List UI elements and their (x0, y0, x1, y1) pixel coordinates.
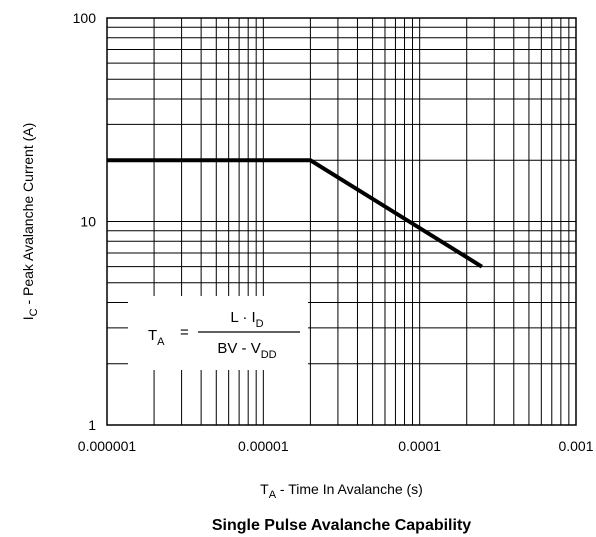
x-tick-label: 0.000001 (78, 438, 137, 454)
formula-num-sub: D (256, 318, 264, 330)
series-line (107, 160, 482, 266)
chart-title: Single Pulse Avalanche Capability (212, 517, 471, 534)
x-tick-labels: 0.000001 0.00001 0.0001 0.001 (78, 438, 594, 454)
formula-lhs-main: T (148, 327, 157, 344)
formula-den-main: BV - V (217, 340, 260, 357)
x-axis-label: TA - Time In Avalanche (s) (260, 481, 423, 501)
y-axis-label: IC - Peak Avalanche Current (A) (20, 123, 40, 321)
x-tick-label: 0.00001 (238, 438, 289, 454)
y-axis-label-rest: - Peak Avalanche Current (A) (20, 123, 36, 309)
x-tick-label: 0.0001 (398, 438, 441, 454)
formula-equals: = (180, 324, 189, 341)
x-tick-label: 0.001 (558, 438, 593, 454)
formula-lhs-sub: A (157, 336, 165, 348)
y-tick-labels: 1 10 100 (73, 10, 97, 433)
formula-num-main: L · I (230, 309, 255, 326)
formula-den-sub: DD (261, 349, 277, 361)
y-axis-label-sub: C (28, 308, 40, 316)
formula-annotation: TA = L · ID BV - VDD (128, 296, 308, 370)
y-tick-label: 1 (88, 417, 96, 433)
series-layer (107, 160, 482, 266)
y-tick-label: 10 (80, 214, 96, 230)
y-tick-label: 100 (73, 10, 97, 26)
x-axis-label-rest: - Time In Avalanche (s) (276, 481, 423, 497)
